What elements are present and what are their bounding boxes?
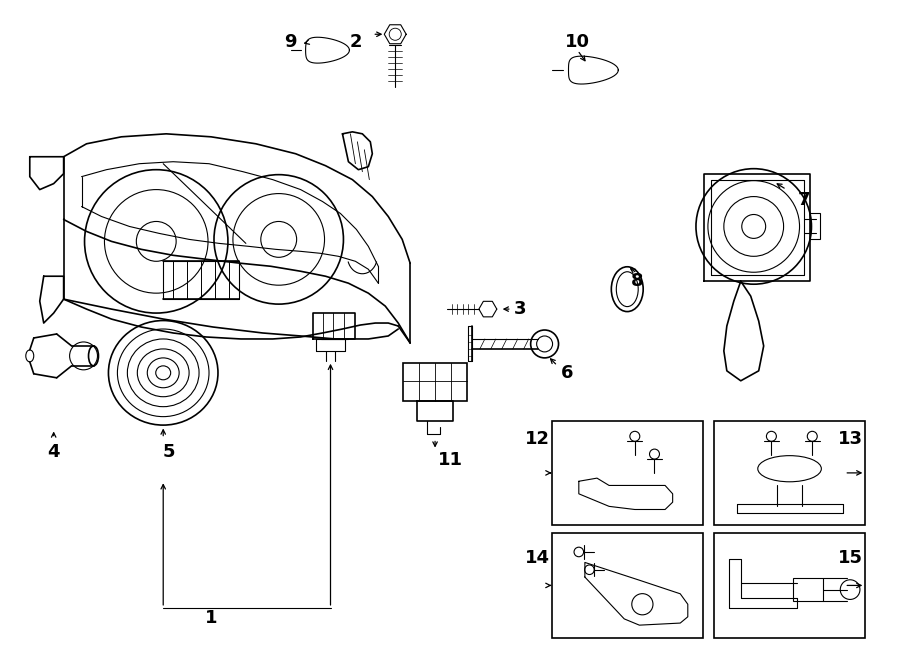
Text: 1: 1 xyxy=(205,609,217,627)
Bar xyxy=(403,363,467,401)
Text: 12: 12 xyxy=(525,430,550,447)
Text: 10: 10 xyxy=(565,33,590,51)
Text: 8: 8 xyxy=(631,272,644,290)
Text: 13: 13 xyxy=(838,430,863,447)
Bar xyxy=(552,420,703,525)
Text: 2: 2 xyxy=(349,33,362,51)
Text: 7: 7 xyxy=(797,190,810,209)
Bar xyxy=(714,420,865,525)
Text: 15: 15 xyxy=(838,549,863,567)
Bar xyxy=(714,533,865,638)
Text: 3: 3 xyxy=(514,300,526,318)
Text: 6: 6 xyxy=(562,364,574,382)
Text: 9: 9 xyxy=(284,33,297,51)
Text: 11: 11 xyxy=(437,451,463,469)
Bar xyxy=(552,533,703,638)
Bar xyxy=(811,214,821,239)
Text: 4: 4 xyxy=(48,444,60,461)
Text: 14: 14 xyxy=(525,549,550,567)
Bar xyxy=(793,578,823,601)
Text: 5: 5 xyxy=(163,444,176,461)
